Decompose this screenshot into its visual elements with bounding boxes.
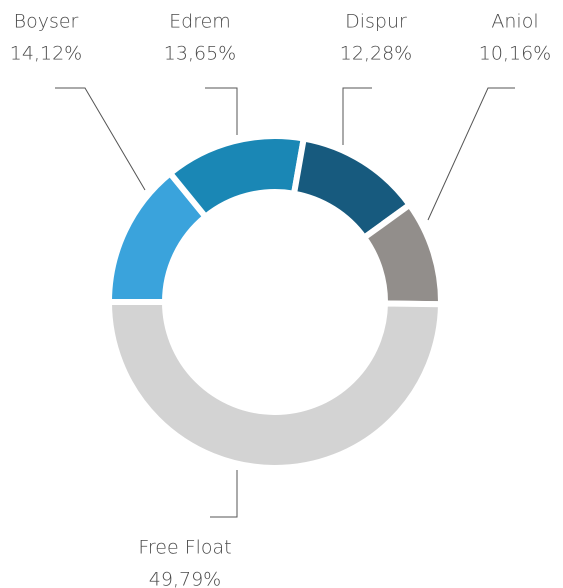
value-label: 49,79%	[149, 569, 221, 588]
leader-line	[342, 87, 372, 145]
category-label: Edrem	[169, 11, 231, 33]
leader-line	[55, 87, 146, 191]
value-label: 12,28%	[340, 43, 412, 65]
donut-segment	[105, 299, 445, 471]
value-label: 10,16%	[479, 43, 551, 65]
leader-line	[427, 87, 515, 221]
category-label: Dispur	[345, 11, 407, 33]
leader-line	[205, 87, 238, 135]
category-label: Aniol	[491, 11, 538, 33]
value-label: 14,12%	[10, 43, 82, 65]
category-label: Boyser	[14, 11, 79, 33]
category-label: Free Float	[138, 537, 231, 559]
leader-line	[210, 470, 238, 518]
value-label: 13,65%	[164, 43, 236, 65]
